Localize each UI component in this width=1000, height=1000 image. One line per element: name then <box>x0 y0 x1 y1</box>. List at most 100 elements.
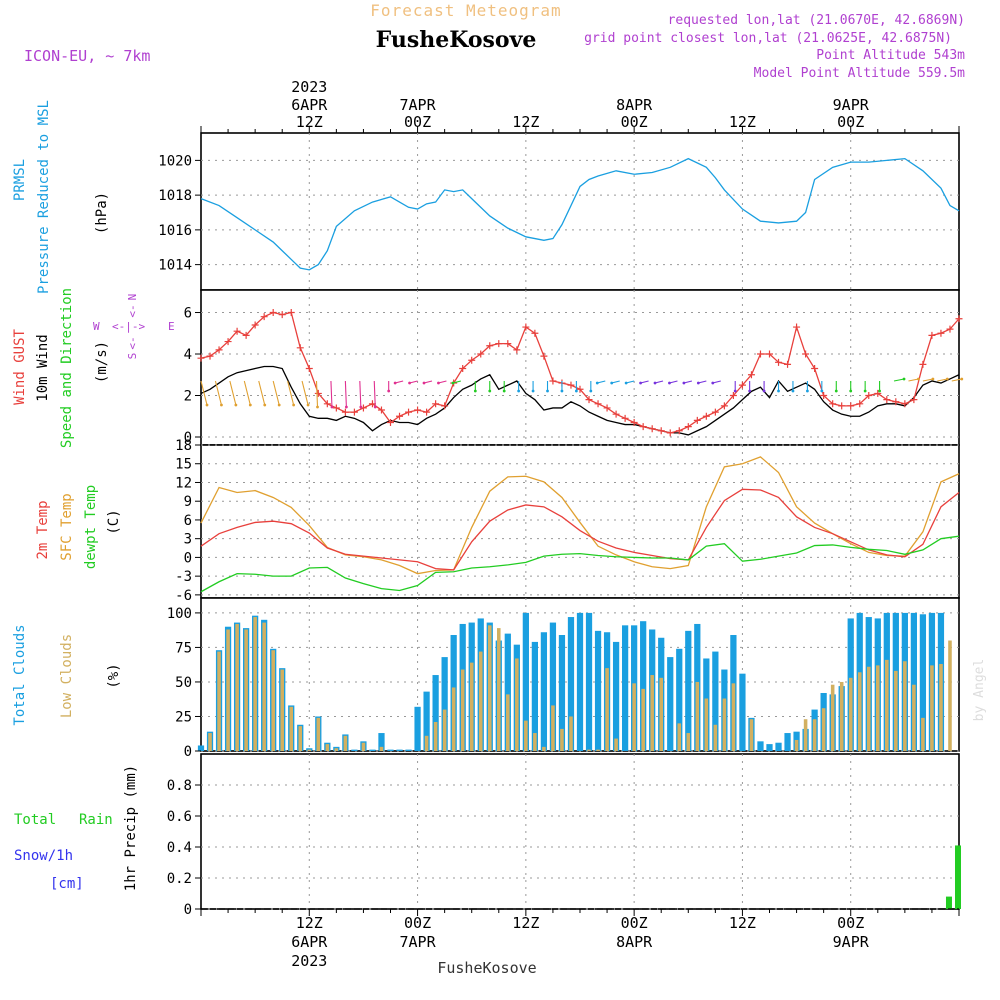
wind-direction-arrow <box>258 380 267 407</box>
low-cloud-bar <box>939 664 943 751</box>
low-cloud-bar <box>894 670 898 751</box>
arrow-shaft <box>893 378 905 382</box>
low-cloud-bar <box>903 661 907 751</box>
time-label-top: 6APR <box>291 96 328 114</box>
sfc-temp-label: SFC Temp <box>59 493 75 560</box>
model-name: ICON-EU, ~ 7km <box>24 47 150 65</box>
gust-marker <box>540 352 548 360</box>
arrow-head <box>696 381 700 385</box>
wind-direction-arrow <box>610 380 620 385</box>
wind-direction-arrow <box>214 380 223 407</box>
model-point-altitude: Model Point Altitude 559.5m <box>754 66 965 81</box>
arrow-head <box>205 403 209 407</box>
gust-marker <box>639 423 647 431</box>
arrow-head <box>546 389 549 393</box>
gust-marker <box>883 396 891 404</box>
gust-marker <box>829 400 837 408</box>
gust-marker <box>756 350 764 358</box>
gust-marker <box>847 402 855 410</box>
time-label-bottom: 7APR <box>400 933 437 951</box>
y-tick-label: 0.4 <box>167 840 192 856</box>
time-label-top: 00Z <box>837 113 864 131</box>
wind-labels: Wind GUST 10m Wind Speed and Direction (… <box>12 288 175 448</box>
wind-direction-arrow <box>315 380 319 409</box>
low-cloud-bar <box>262 622 266 751</box>
arrow-head <box>451 381 455 385</box>
wind-direction-arrow <box>791 380 795 393</box>
low-cloud-bar <box>289 706 294 751</box>
low-cloud-bar <box>876 665 880 751</box>
gust-marker <box>675 427 683 435</box>
y-tick-label: 0.2 <box>167 871 192 887</box>
low-cloud-bar <box>460 669 465 751</box>
low-cloud-bar <box>659 677 663 751</box>
y-tick-label: 15 <box>175 457 192 473</box>
wind-direction-arrow <box>200 380 209 407</box>
gust-marker <box>486 342 494 350</box>
low-cloud-bar <box>235 623 239 751</box>
gust-marker <box>928 331 936 339</box>
total-cloud-bar <box>667 657 674 751</box>
arrow-head <box>344 405 348 409</box>
gust-marker <box>423 408 431 416</box>
arrow-shaft <box>243 380 251 406</box>
arrow-head <box>668 381 671 385</box>
gust-marker <box>910 396 918 404</box>
arrow-head <box>473 389 477 393</box>
gust-marker <box>874 389 882 397</box>
temperature-labels: 2m Temp SFC Temp dewpt Temp (C) <box>35 485 122 569</box>
wind-direction-arrow <box>359 380 363 409</box>
closest-lonlat: grid point closest lon,lat (21.0625E, 42… <box>584 31 952 46</box>
wind-direction-arrow <box>748 380 752 393</box>
wind-direction-arrow <box>863 380 867 393</box>
low-cloud-bar <box>298 726 303 751</box>
wind-10m-label: 10m Wind <box>35 334 51 401</box>
wind-direction-arrow <box>668 380 678 385</box>
arrow-shaft <box>214 380 222 406</box>
y-tick-label: 18 <box>175 438 192 454</box>
total-cloud-bar <box>685 630 692 751</box>
y-tick-label: 2 <box>184 389 192 405</box>
low-cloud-bar <box>803 719 808 751</box>
gust-marker <box>892 398 900 406</box>
low-cloud-bar <box>686 733 691 751</box>
gust-marker <box>468 356 476 364</box>
total-cloud-bar <box>414 706 421 751</box>
gust-marker <box>585 396 593 404</box>
arrow-head <box>902 377 906 381</box>
arrow-head <box>234 403 238 407</box>
wind-direction-arrow <box>229 380 238 407</box>
gust-marker <box>820 392 828 400</box>
low-cloud-bar <box>253 617 257 751</box>
low-cloud-bar <box>451 687 456 751</box>
pressure-unit: (hPa) <box>94 192 110 234</box>
wind-direction-arrow <box>653 380 664 385</box>
wind-direction-arrow <box>682 380 693 385</box>
t2m-line <box>200 488 960 571</box>
arrow-shaft <box>908 378 919 382</box>
gust-marker <box>576 385 584 393</box>
gust-marker <box>838 402 846 410</box>
credit-watermark: by Angel <box>972 659 987 722</box>
low-cloud-bar <box>839 681 844 751</box>
arrow-head <box>560 389 564 393</box>
wind-direction-arrow <box>834 380 838 393</box>
gust-marker <box>901 400 909 408</box>
wind-direction-arrow <box>595 380 606 385</box>
wind-direction-arrow <box>287 380 296 407</box>
arrow-shaft <box>258 380 266 406</box>
wind-direction-arrow <box>849 380 853 393</box>
arrow-head <box>574 389 578 393</box>
low-cloud-bar <box>226 629 230 751</box>
low-cloud-bar <box>533 733 537 751</box>
low-cloud-bar <box>930 665 934 751</box>
total-cloud-bar <box>549 622 557 751</box>
gust-marker <box>531 329 539 337</box>
precip-labels: Total Rain Snow/1h [cm] 1hr Precip (mm) <box>14 765 139 892</box>
low-cloud-bar <box>515 658 519 751</box>
time-label-bottom: 12Z <box>296 914 323 932</box>
total-cloud-bar <box>567 617 575 751</box>
arrow-head <box>263 403 267 407</box>
wind-direction-arrow <box>272 380 281 407</box>
y-tick-label: -6 <box>175 588 192 604</box>
